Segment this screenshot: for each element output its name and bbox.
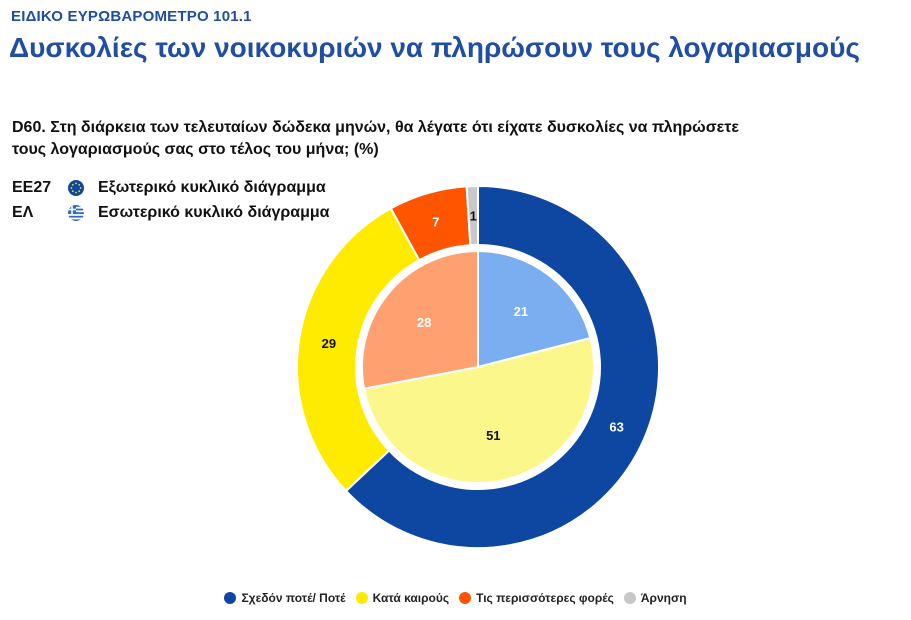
- ring-legend-outer: ΕΕ27 Εξωτερικό κυκλικό διάγραμμα: [12, 175, 330, 200]
- page-title: Δυσκολίες των νοικοκυριών να πληρώσουν τ…: [9, 32, 860, 63]
- ring-label-outer: Εξωτερικό κυκλικό διάγραμμα: [98, 178, 326, 196]
- outer-label-rarely: 63: [609, 420, 623, 435]
- legend-item-rarely: Σχεδόν ποτέ/ Ποτέ: [224, 591, 346, 605]
- report-kicker: ΕΙΔΙΚΟ ΕΥΡΩΒΑΡΟΜΕΤΡΟ 101.1: [11, 8, 252, 25]
- legend-item-sometimes: Κατά καιρούς: [355, 591, 450, 605]
- greek-flag-icon: [68, 204, 84, 221]
- ring-code-gr: ΕΛ: [12, 203, 34, 221]
- inner-label-most-times: 28: [417, 315, 431, 330]
- survey-question: D60. Στη διάρκεια των τελευταίων δώδεκα …: [12, 119, 739, 158]
- legend-swatch: [224, 592, 237, 604]
- outer-label-sometimes: 29: [322, 336, 336, 351]
- legend-label: Κατά καιρούς: [372, 591, 450, 605]
- legend-swatch: [623, 592, 636, 604]
- legend-label: Σχεδόν ποτέ/ Ποτέ: [241, 591, 346, 605]
- ring-legend: ΕΕ27 Εξωτερικό κυκλικό διάγραμμα ΕΛ: [12, 175, 330, 225]
- legend-swatch: [355, 592, 368, 604]
- outer-label-refusal: 1: [470, 209, 477, 224]
- ring-code-eu: ΕΕ27: [12, 178, 52, 196]
- eu-flag-icon: [68, 179, 84, 196]
- chart-legend: Σχεδόν ποτέ/ Ποτέ Κατά καιρούς Τις περισ…: [0, 591, 911, 605]
- inner-segment-rarely: [477, 249, 592, 369]
- ring-legend-inner: ΕΛ Εσωτερικό κυκλικό διάγραμμα: [12, 200, 330, 225]
- inner-segment-most-times: [361, 249, 479, 390]
- inner-ring: [361, 249, 595, 484]
- inner-segment-sometimes: [362, 336, 595, 484]
- inner-label-rarely: 21: [514, 304, 528, 319]
- inner-label-sometimes: 51: [486, 428, 500, 443]
- legend-label: Τις περισσότερες φορές: [476, 591, 614, 605]
- legend-label: Άρνηση: [640, 591, 687, 605]
- legend-item-most-times: Τις περισσότερες φορές: [459, 591, 614, 605]
- legend-swatch: [459, 592, 472, 604]
- data-labels: 63 29 7 1 21 51 28: [322, 209, 624, 443]
- outer-label-most-times: 7: [432, 215, 439, 230]
- donut-chart: 63 29 7 1 21 51 28: [296, 184, 660, 549]
- ring-label-inner: Εσωτερικό κυκλικό διάγραμμα: [98, 203, 330, 221]
- legend-item-refusal: Άρνηση: [623, 591, 687, 605]
